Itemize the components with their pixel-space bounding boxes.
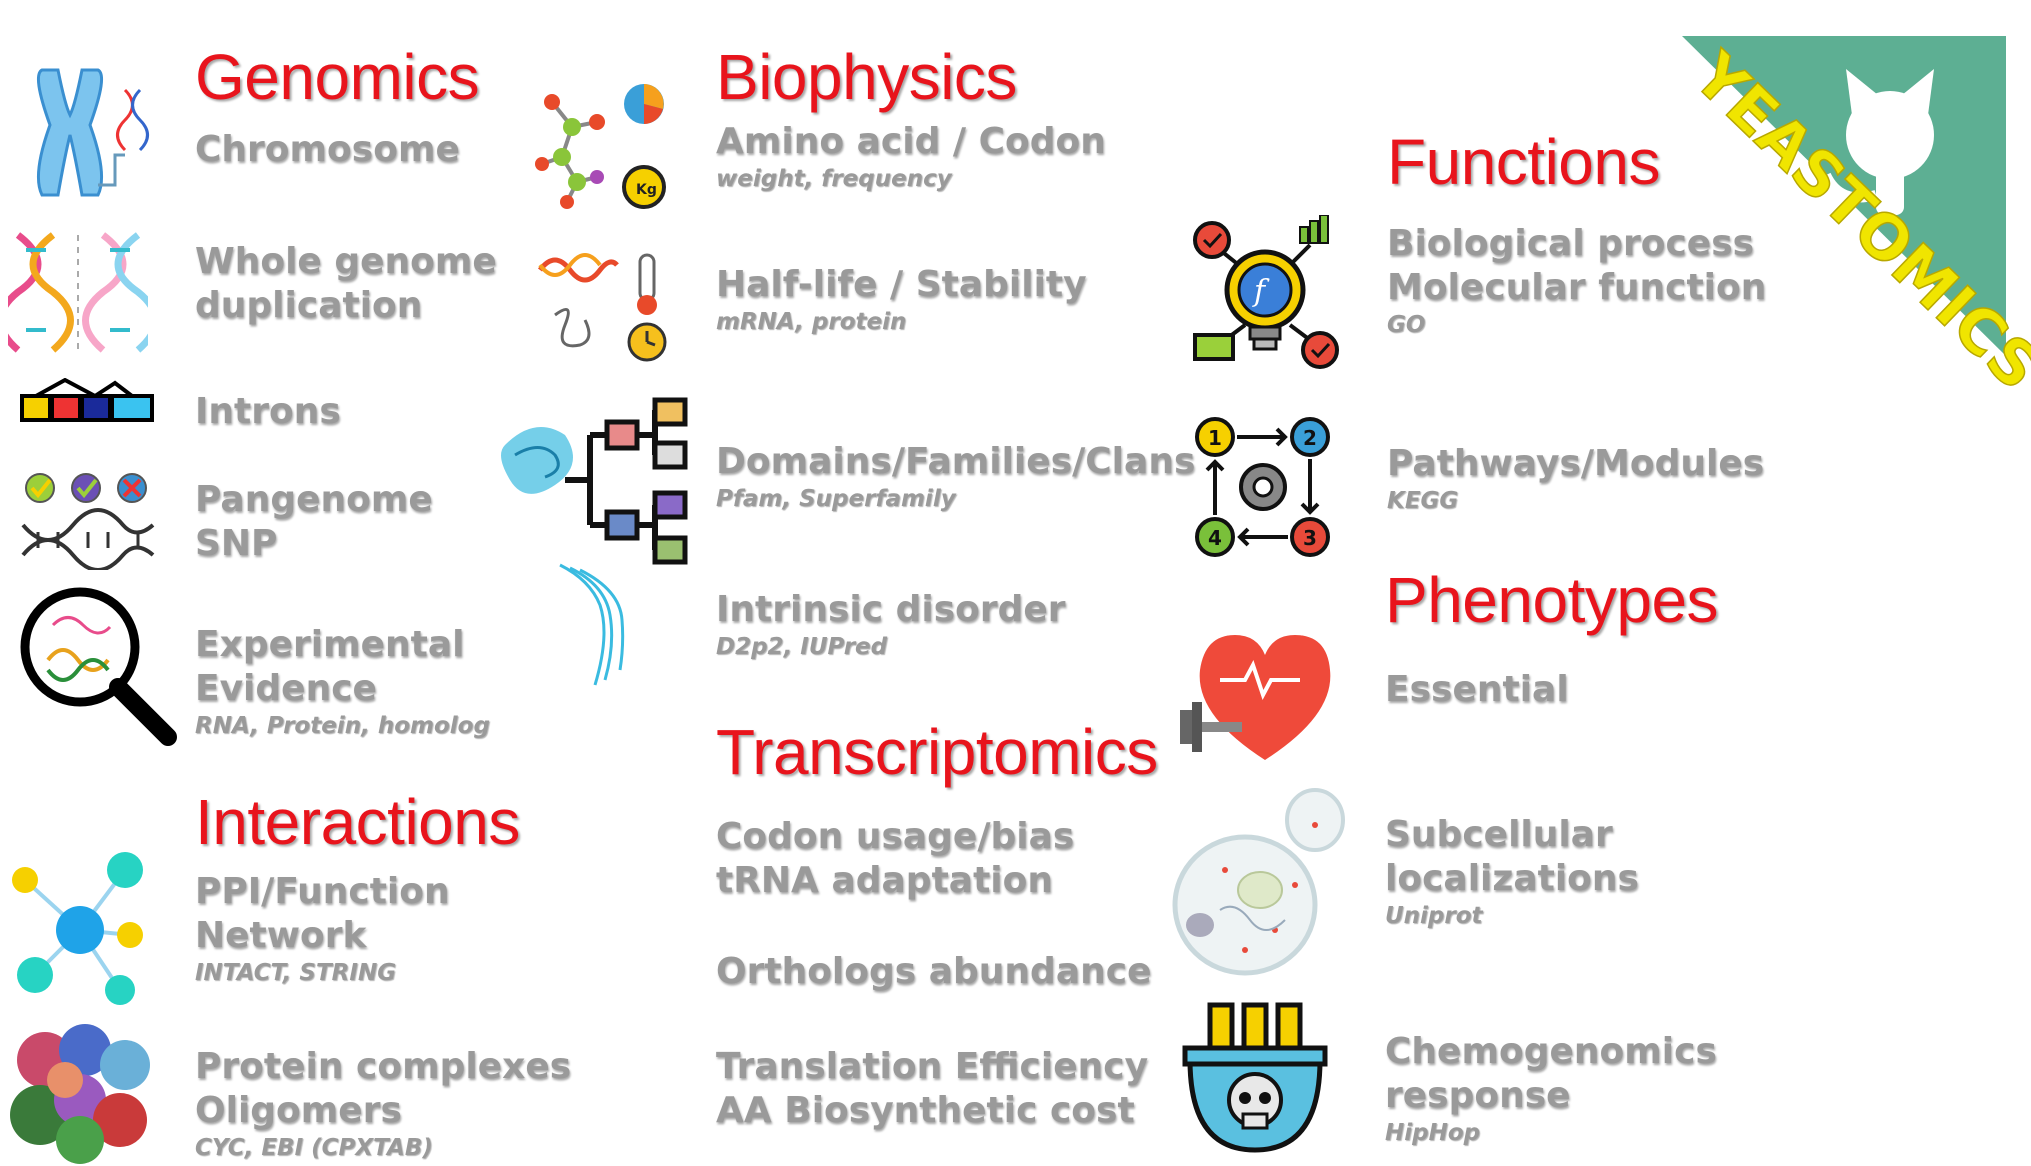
stability-icon xyxy=(538,253,667,362)
network-icon xyxy=(12,852,143,1005)
disorder-icon xyxy=(559,563,625,686)
banner-title: YEASTOMICS xyxy=(1679,38,2031,404)
functions-title: Functions xyxy=(1387,126,1660,198)
chemogenomics-item: Chemogenomics response HipHop xyxy=(1385,1031,1717,1146)
dna-duplication-icon xyxy=(8,232,148,353)
svg-text:2: 2 xyxy=(1303,426,1317,450)
essential-item: Essential xyxy=(1385,669,1569,710)
magnifier-dna-icon xyxy=(20,587,177,746)
interactions-title: Interactions xyxy=(195,786,520,858)
svg-text:Kg: Kg xyxy=(636,182,657,198)
toxic-tubes-icon xyxy=(1182,1002,1328,1153)
pathways-item: Pathways/Modules KEGG xyxy=(1387,443,1765,514)
half-life-item: Half-life / Stability mRNA, protein xyxy=(716,264,1087,335)
chromosome-item: Chromosome xyxy=(195,129,460,170)
wgd-item: Whole genome duplication xyxy=(195,241,497,326)
domain-tree-icon xyxy=(501,397,688,565)
svg-text:3: 3 xyxy=(1303,526,1317,550)
yeast-cell-icon xyxy=(1172,788,1345,976)
disorder-item: Intrinsic disorder D2p2, IUPred xyxy=(716,589,1066,660)
heart-dumbbell-icon xyxy=(1180,635,1331,760)
translation-item: Translation Efficiency AA Biosynthetic c… xyxy=(716,1046,1149,1131)
pathway-cycle-icon: 1 2 3 4 xyxy=(1195,417,1330,557)
svg-text:1: 1 xyxy=(1208,426,1222,450)
subcellular-item: Subcellular localizations Uniprot xyxy=(1385,814,1639,929)
biophysics-title: Biophysics xyxy=(716,41,1017,113)
introns-item: Introns xyxy=(195,391,341,432)
molecule-icon: Kg xyxy=(535,84,666,209)
complexes-item: Protein complexes Oligomers CYC, EBI (CP… xyxy=(195,1046,572,1161)
svg-text:4: 4 xyxy=(1208,526,1222,550)
transcriptomics-title: Transcriptomics xyxy=(716,716,1158,788)
ppi-item: PPI/Function Network INTACT, STRING xyxy=(195,871,450,986)
orthologs-item: Orthologs abundance xyxy=(716,951,1152,992)
phenotypes-title: Phenotypes xyxy=(1385,564,1719,636)
genomics-title: Genomics xyxy=(195,41,480,113)
function-bulb-icon: f xyxy=(1193,215,1339,369)
domains-item: Domains/Families/Clans Pfam, Superfamily xyxy=(716,441,1196,512)
github-octocat-icon xyxy=(1821,69,1934,215)
introns-icon xyxy=(20,378,154,422)
pangenome-snp-icon xyxy=(21,473,155,570)
protein-complex-icon xyxy=(10,1024,150,1164)
pangenome-item: Pangenome SNP xyxy=(195,479,433,564)
go-item: Biological process Molecular function GO xyxy=(1387,223,1767,338)
codon-usage-item: Codon usage/bias tRNA adaptation xyxy=(716,816,1075,901)
amino-acid-item: Amino acid / Codon weight, frequency xyxy=(716,121,1106,192)
evidence-item: Experimental Evidence RNA, Protein, homo… xyxy=(195,624,490,739)
chromosome-icon xyxy=(36,68,149,197)
